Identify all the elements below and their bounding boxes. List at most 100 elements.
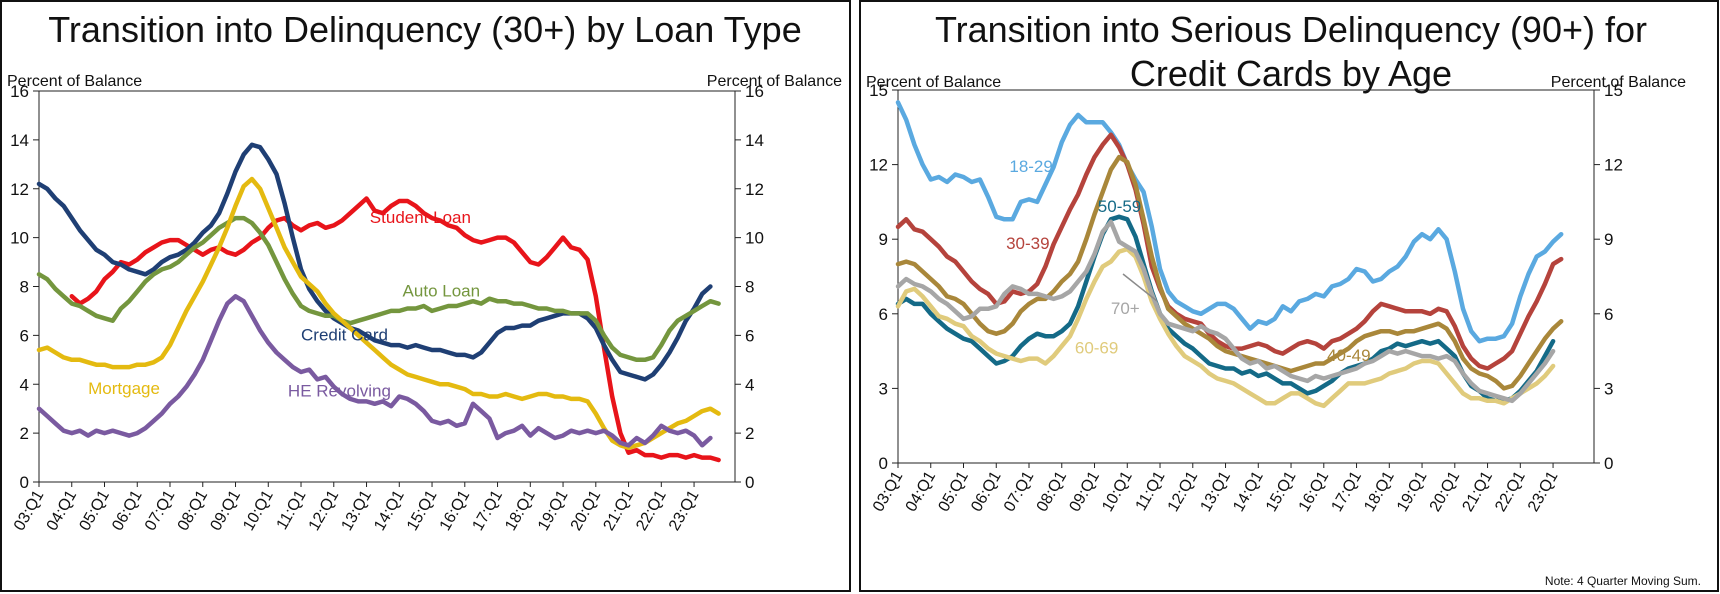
right-axis-unit-label: Percent of Balance [707, 73, 842, 90]
series-line-70 [895, 219, 1556, 404]
right-chart-panel: Transition into Serious Delinquency (90+… [859, 0, 1719, 592]
x-tick-label: 05:Q1 [76, 487, 113, 533]
series-line-60-69 [895, 246, 1556, 409]
x-tick-label: 18:Q1 [502, 487, 539, 533]
x-tick-label: 14:Q1 [1230, 468, 1267, 514]
series-label-18-29: 18-29 [1009, 157, 1052, 176]
y-tick-label-right: 15 [1604, 81, 1623, 100]
x-tick-label: 17:Q1 [469, 487, 506, 533]
y-tick-label-left: 14 [10, 131, 29, 150]
x-tick-label: 05:Q1 [935, 468, 972, 514]
y-tick-label-left: 8 [20, 278, 29, 297]
y-tick-label-right: 9 [1604, 230, 1613, 249]
y-tick-label-left: 0 [20, 473, 29, 492]
y-tick-label-right: 0 [1604, 454, 1613, 473]
x-tick-label: 15:Q1 [404, 487, 441, 533]
x-tick-label: 23:Q1 [1525, 468, 1562, 514]
series-label-credit-card: Credit Card [301, 325, 388, 344]
series-line-student-loan [69, 196, 721, 463]
x-tick-label: 04:Q1 [903, 468, 940, 514]
x-tick-label: 12:Q1 [1165, 468, 1202, 514]
series-label-50-59: 50-59 [1098, 197, 1141, 216]
x-tick-label: 04:Q1 [44, 487, 81, 533]
series-line-30-39 [895, 132, 1564, 371]
y-tick-label-right: 2 [745, 424, 754, 443]
x-tick-label: 16:Q1 [437, 487, 474, 533]
chart-title-line-2: Credit Cards by Age [1130, 53, 1452, 94]
y-tick-label-right: 3 [1604, 379, 1613, 398]
x-tick-label: 08:Q1 [1034, 468, 1071, 514]
y-tick-label-left: 6 [20, 326, 29, 345]
y-tick-label-right: 12 [745, 180, 764, 199]
x-tick-label: 12:Q1 [306, 487, 343, 533]
series-label-40-49: 40-49 [1327, 346, 1370, 365]
left-chart-panel: Transition into Delinquency (30+) by Loa… [0, 0, 851, 592]
x-tick-label: 19:Q1 [1394, 468, 1431, 514]
x-tick-label: 11:Q1 [1133, 468, 1169, 513]
series-label-mortgage: Mortgage [88, 379, 160, 398]
y-tick-label-left: 15 [869, 81, 888, 100]
x-tick-label: 15:Q1 [1263, 468, 1300, 514]
y-tick-label-right: 16 [745, 82, 764, 101]
series-label-30-39: 30-39 [1006, 234, 1049, 253]
y-tick-label-right: 4 [745, 375, 754, 394]
series-label-60-69: 60-69 [1075, 339, 1118, 358]
x-tick-label: 09:Q1 [1066, 468, 1103, 514]
y-tick-label-left: 4 [20, 375, 29, 394]
chart-title-line-1: Transition into Serious Delinquency (90+… [935, 9, 1647, 50]
x-tick-label: 09:Q1 [207, 487, 244, 533]
x-tick-label: 03:Q1 [11, 487, 48, 533]
x-tick-label: 23:Q1 [666, 487, 703, 533]
y-tick-label-left: 12 [10, 180, 29, 199]
x-tick-label: 13:Q1 [1197, 468, 1234, 514]
x-tick-label: 03:Q1 [870, 468, 907, 514]
series-line-50-59 [895, 214, 1556, 404]
series-label-he-revolving: HE Revolving [288, 381, 391, 400]
y-tick-label-left: 6 [879, 305, 888, 324]
y-tick-label-right: 0 [745, 473, 754, 492]
x-tick-label: 17:Q1 [1328, 468, 1365, 514]
y-tick-label-right: 12 [1604, 156, 1623, 175]
right-axis-unit-label: Percent of Balance [1551, 74, 1686, 91]
y-tick-label-right: 14 [745, 131, 764, 150]
series-line-auto-loan [36, 215, 721, 363]
series-label-auto-loan: Auto Loan [403, 281, 481, 300]
x-tick-label: 06:Q1 [109, 487, 146, 533]
series-label-70: 70+ [1111, 299, 1140, 318]
x-tick-label: 21:Q1 [600, 487, 637, 533]
x-tick-label: 10:Q1 [240, 487, 277, 533]
x-tick-label: 10:Q1 [1099, 468, 1136, 514]
y-tick-label-right: 6 [745, 326, 754, 345]
plot-area-frame [897, 89, 1595, 464]
left-axis-unit-label: Percent of Balance [7, 73, 142, 90]
label-leader-line [1122, 273, 1158, 302]
x-tick-label: 11:Q1 [274, 487, 310, 532]
x-tick-label: 19:Q1 [535, 487, 572, 533]
series-line-40-49 [895, 154, 1564, 391]
x-tick-label: 14:Q1 [371, 487, 408, 533]
series-label-student-loan: Student Loan [370, 208, 471, 227]
x-tick-label: 08:Q1 [175, 487, 212, 533]
y-tick-label-right: 6 [1604, 305, 1613, 324]
x-tick-label: 22:Q1 [633, 487, 670, 533]
y-tick-label-left: 0 [879, 454, 888, 473]
x-tick-label: 20:Q1 [1427, 468, 1464, 514]
x-tick-label: 20:Q1 [568, 487, 605, 533]
y-tick-label-right: 8 [745, 278, 754, 297]
y-tick-label-left: 12 [869, 156, 888, 175]
x-tick-label: 07:Q1 [142, 487, 179, 533]
y-tick-label-right: 10 [745, 229, 764, 248]
chart-title: Transition into Delinquency (30+) by Loa… [48, 9, 801, 50]
x-tick-label: 21:Q1 [1459, 468, 1496, 514]
series-line-he-revolving [36, 294, 713, 448]
x-tick-label: 06:Q1 [968, 468, 1005, 514]
credit-card-serious-delinquency-by-age-chart: Transition into Serious Delinquency (90+… [866, 9, 1701, 588]
x-tick-label: 07:Q1 [1001, 468, 1038, 514]
x-tick-label: 22:Q1 [1492, 468, 1529, 514]
x-tick-label: 16:Q1 [1296, 468, 1333, 514]
series-line-credit-card [36, 142, 713, 382]
x-tick-label: 18:Q1 [1361, 468, 1398, 514]
y-tick-label-left: 2 [20, 424, 29, 443]
x-tick-label: 13:Q1 [338, 487, 375, 533]
delinquency-by-loan-type-chart: Transition into Delinquency (30+) by Loa… [7, 9, 842, 534]
